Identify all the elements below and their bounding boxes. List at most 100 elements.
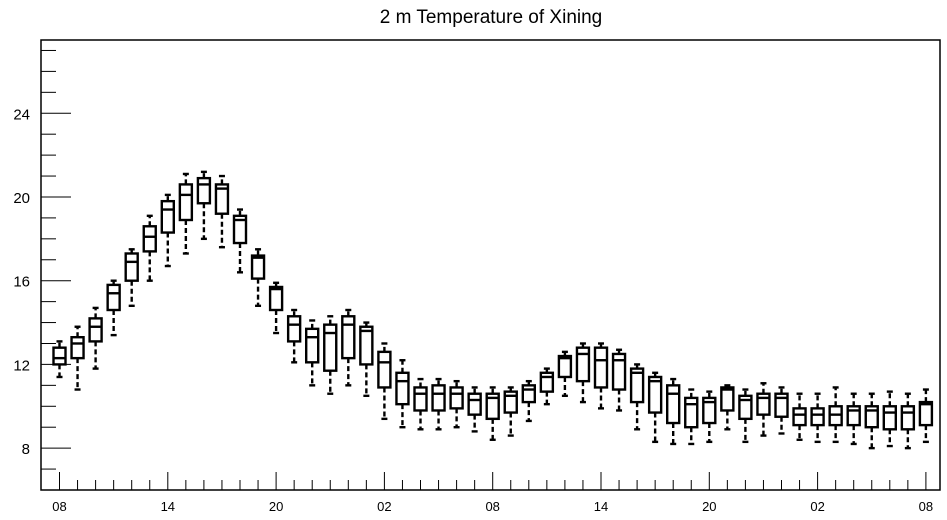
box-28 [557, 350, 573, 398]
box-21 [431, 377, 446, 431]
box-6 [160, 193, 176, 268]
box-7 [178, 172, 194, 255]
box-body [124, 252, 139, 282]
box-45 [864, 392, 879, 450]
x-tick-label-6: 20 [702, 499, 716, 514]
box-30 [593, 342, 609, 410]
box-48 [918, 388, 934, 444]
box-0 [52, 340, 67, 379]
x-tick-label-8: 08 [919, 499, 933, 514]
box-body [196, 176, 212, 205]
box-11 [250, 248, 266, 308]
box-body [900, 405, 916, 431]
x-tick-label-1: 14 [161, 499, 175, 514]
box-40 [774, 386, 789, 435]
box-body [521, 384, 536, 404]
box-17 [359, 321, 374, 398]
box-body [449, 386, 464, 410]
box-body [575, 346, 591, 383]
box-body [142, 225, 157, 253]
box-body [810, 407, 825, 427]
box-18 [377, 342, 392, 421]
box-body [88, 317, 103, 343]
box-body [629, 367, 645, 404]
x-tick-label-5: 14 [594, 499, 608, 514]
box-body [413, 386, 428, 412]
y-tick-label-0: 8 [22, 441, 30, 458]
box-9 [214, 174, 230, 249]
box-body [557, 354, 573, 379]
box-47 [900, 392, 916, 450]
box-36 [702, 390, 717, 444]
box-body [792, 407, 807, 427]
box-body [214, 183, 230, 215]
box-27 [539, 367, 555, 406]
box-body [232, 214, 248, 245]
y-tick-label-3: 20 [13, 190, 30, 207]
box-16 [341, 308, 356, 387]
box-20 [413, 377, 428, 431]
box-38 [738, 388, 753, 444]
box-body [467, 392, 482, 416]
box-body [286, 315, 302, 343]
box-44 [846, 392, 861, 446]
box-body [359, 325, 374, 366]
box-body [341, 315, 356, 360]
box-3 [106, 279, 121, 337]
box-35 [684, 388, 699, 446]
box-body [611, 352, 627, 391]
box-body [593, 346, 609, 389]
box-body [178, 183, 194, 222]
box-39 [756, 382, 771, 437]
box-42 [810, 392, 825, 444]
box-41 [792, 392, 807, 441]
box-10 [232, 208, 248, 274]
box-25 [503, 386, 518, 437]
box-body [250, 254, 266, 280]
box-body [918, 400, 934, 427]
box-body [882, 405, 897, 431]
box-body [738, 394, 753, 421]
box-body [485, 392, 500, 421]
x-tick-label-7: 02 [810, 499, 824, 514]
box-37 [720, 384, 735, 431]
x-tick-label-2: 20 [269, 499, 283, 514]
box-body [539, 371, 555, 393]
box-body [666, 384, 681, 425]
box-33 [647, 371, 663, 444]
box-14 [305, 319, 320, 387]
y-tick-label-1: 12 [13, 357, 30, 374]
box-43 [828, 386, 843, 444]
box-body [377, 350, 392, 389]
box-body [70, 336, 85, 360]
box-5 [142, 214, 157, 282]
box-body [684, 396, 699, 429]
box-15 [323, 315, 338, 395]
x-tick-label-4: 08 [485, 499, 499, 514]
box-12 [268, 281, 284, 335]
box-body [720, 386, 735, 412]
box-body [268, 285, 284, 312]
box-29 [575, 342, 591, 404]
box-body [160, 199, 176, 234]
x-tick-label-0: 08 [52, 499, 66, 514]
box-19 [395, 359, 410, 429]
box-body [106, 283, 121, 312]
box-31 [611, 348, 627, 412]
plot-frame [40, 39, 941, 491]
chart-title: 2 m Temperature of Xining [380, 7, 603, 28]
box-1 [70, 325, 85, 391]
box-2 [88, 306, 103, 370]
box-body [702, 396, 717, 425]
box-24 [485, 386, 500, 441]
box-body [323, 323, 338, 372]
box-23 [467, 386, 482, 433]
box-8 [196, 170, 212, 241]
box-body [846, 405, 861, 427]
y-tick-label-4: 24 [13, 106, 30, 123]
box-4 [124, 248, 139, 308]
x-tick-label-3: 02 [377, 499, 391, 514]
box-body [431, 384, 446, 412]
box-body [774, 392, 789, 418]
